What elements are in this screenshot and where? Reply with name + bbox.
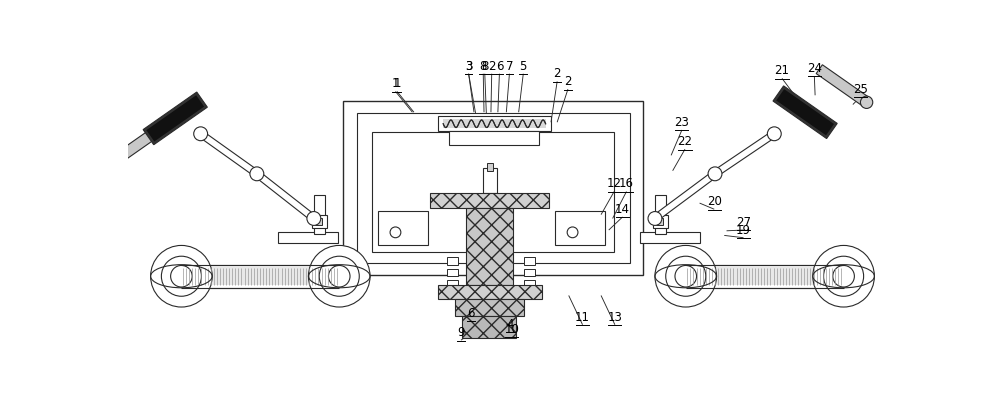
Circle shape bbox=[151, 245, 212, 307]
Circle shape bbox=[567, 227, 578, 238]
Polygon shape bbox=[713, 131, 776, 177]
Circle shape bbox=[767, 127, 781, 141]
Text: 8: 8 bbox=[480, 60, 487, 72]
Bar bbox=[483, 169, 497, 193]
Text: 27: 27 bbox=[736, 216, 751, 229]
Polygon shape bbox=[776, 89, 834, 135]
Bar bbox=[181, 265, 339, 288]
Text: 3: 3 bbox=[465, 60, 472, 72]
Text: 9: 9 bbox=[457, 326, 465, 339]
Bar bbox=[278, 232, 338, 243]
Circle shape bbox=[161, 256, 201, 296]
Text: 1: 1 bbox=[393, 77, 401, 90]
Text: 10: 10 bbox=[504, 323, 519, 336]
Bar bbox=[686, 265, 844, 288]
Text: 1: 1 bbox=[392, 77, 399, 90]
Circle shape bbox=[675, 265, 697, 287]
Circle shape bbox=[813, 245, 874, 307]
Text: 23: 23 bbox=[674, 116, 689, 129]
Circle shape bbox=[328, 265, 350, 287]
Bar bbox=[438, 116, 551, 131]
Circle shape bbox=[307, 211, 321, 225]
Text: 3: 3 bbox=[465, 60, 472, 72]
Text: 13: 13 bbox=[607, 310, 622, 324]
Circle shape bbox=[648, 211, 662, 225]
Text: 16: 16 bbox=[619, 178, 634, 190]
Bar bbox=[447, 269, 458, 276]
Bar bbox=[372, 132, 614, 252]
Bar bbox=[315, 218, 322, 225]
Bar bbox=[181, 267, 339, 285]
Bar bbox=[378, 211, 428, 245]
Circle shape bbox=[171, 265, 192, 287]
Text: 21: 21 bbox=[774, 64, 790, 77]
Bar bbox=[443, 119, 546, 128]
Text: 7: 7 bbox=[506, 60, 513, 72]
Circle shape bbox=[824, 256, 864, 296]
Text: 20: 20 bbox=[707, 195, 722, 208]
Text: 12: 12 bbox=[607, 178, 622, 190]
Text: 24: 24 bbox=[807, 62, 822, 75]
Circle shape bbox=[833, 265, 854, 287]
Circle shape bbox=[194, 127, 208, 141]
Bar bbox=[314, 196, 325, 234]
Bar bbox=[555, 211, 605, 245]
Bar bbox=[430, 193, 549, 209]
Text: 22: 22 bbox=[677, 135, 692, 148]
Bar bbox=[524, 280, 535, 288]
Polygon shape bbox=[773, 86, 837, 139]
Bar bbox=[466, 209, 512, 285]
Bar bbox=[312, 215, 327, 229]
Text: 2: 2 bbox=[564, 75, 572, 88]
Circle shape bbox=[250, 167, 264, 181]
Polygon shape bbox=[653, 171, 717, 221]
Text: 6: 6 bbox=[496, 60, 503, 72]
Bar bbox=[447, 280, 458, 288]
Polygon shape bbox=[146, 95, 204, 142]
Bar bbox=[487, 163, 493, 171]
Circle shape bbox=[655, 245, 717, 307]
Circle shape bbox=[390, 227, 401, 238]
Bar bbox=[524, 257, 535, 265]
Bar bbox=[438, 285, 542, 299]
Text: 8: 8 bbox=[481, 60, 488, 72]
Bar bbox=[357, 113, 630, 263]
Bar bbox=[640, 232, 700, 243]
Polygon shape bbox=[255, 171, 316, 221]
Text: 25: 25 bbox=[853, 83, 868, 96]
Bar bbox=[686, 267, 844, 285]
Bar bbox=[343, 101, 643, 275]
Text: 2: 2 bbox=[488, 60, 495, 72]
Text: 11: 11 bbox=[575, 310, 590, 324]
Circle shape bbox=[308, 245, 370, 307]
Bar bbox=[655, 196, 666, 234]
Bar bbox=[653, 215, 668, 229]
Bar bbox=[462, 316, 516, 338]
Bar bbox=[449, 131, 539, 145]
Circle shape bbox=[109, 155, 121, 167]
Bar bbox=[443, 119, 546, 128]
Bar bbox=[455, 299, 524, 316]
Text: 2: 2 bbox=[553, 67, 561, 80]
Circle shape bbox=[666, 256, 706, 296]
Circle shape bbox=[860, 96, 873, 108]
Text: 4: 4 bbox=[506, 317, 514, 330]
Text: 19: 19 bbox=[736, 224, 751, 236]
Circle shape bbox=[708, 167, 722, 181]
Text: 5: 5 bbox=[520, 60, 527, 72]
Text: 14: 14 bbox=[615, 203, 630, 216]
Polygon shape bbox=[143, 92, 207, 145]
Circle shape bbox=[319, 256, 359, 296]
Bar bbox=[656, 218, 663, 225]
Text: 6: 6 bbox=[467, 307, 475, 320]
Bar bbox=[524, 269, 535, 276]
Polygon shape bbox=[112, 123, 165, 165]
Polygon shape bbox=[816, 65, 870, 107]
Bar bbox=[447, 257, 458, 265]
Polygon shape bbox=[199, 131, 259, 177]
